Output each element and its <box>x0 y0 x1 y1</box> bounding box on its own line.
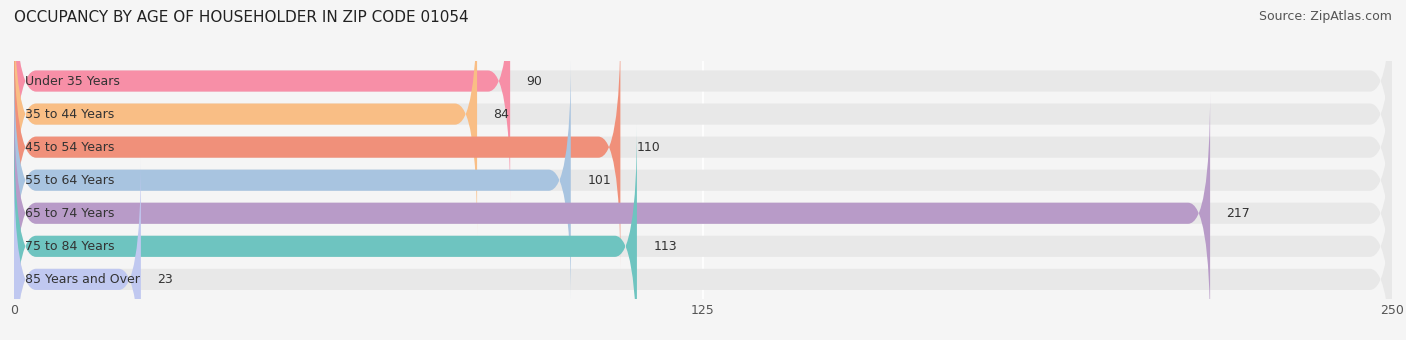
Text: 75 to 84 Years: 75 to 84 Years <box>25 240 114 253</box>
Text: 110: 110 <box>637 141 661 154</box>
Text: 45 to 54 Years: 45 to 54 Years <box>25 141 114 154</box>
FancyBboxPatch shape <box>14 26 620 269</box>
FancyBboxPatch shape <box>14 125 1392 340</box>
Text: 85 Years and Over: 85 Years and Over <box>25 273 141 286</box>
FancyBboxPatch shape <box>14 158 1392 340</box>
Text: 35 to 44 Years: 35 to 44 Years <box>25 107 114 121</box>
Text: 113: 113 <box>654 240 678 253</box>
FancyBboxPatch shape <box>14 0 1392 203</box>
Text: OCCUPANCY BY AGE OF HOUSEHOLDER IN ZIP CODE 01054: OCCUPANCY BY AGE OF HOUSEHOLDER IN ZIP C… <box>14 10 468 25</box>
Text: 84: 84 <box>494 107 509 121</box>
Text: 90: 90 <box>527 74 543 87</box>
FancyBboxPatch shape <box>14 125 637 340</box>
FancyBboxPatch shape <box>14 58 1392 302</box>
FancyBboxPatch shape <box>14 0 510 203</box>
FancyBboxPatch shape <box>14 158 141 340</box>
FancyBboxPatch shape <box>14 26 1392 269</box>
Text: 55 to 64 Years: 55 to 64 Years <box>25 174 114 187</box>
Text: 23: 23 <box>157 273 173 286</box>
Text: Source: ZipAtlas.com: Source: ZipAtlas.com <box>1258 10 1392 23</box>
Text: Under 35 Years: Under 35 Years <box>25 74 120 87</box>
Text: 65 to 74 Years: 65 to 74 Years <box>25 207 114 220</box>
FancyBboxPatch shape <box>14 58 571 302</box>
Text: 217: 217 <box>1226 207 1250 220</box>
FancyBboxPatch shape <box>14 0 1392 236</box>
FancyBboxPatch shape <box>14 91 1211 335</box>
FancyBboxPatch shape <box>14 91 1392 335</box>
FancyBboxPatch shape <box>14 0 477 236</box>
Text: 101: 101 <box>588 174 612 187</box>
